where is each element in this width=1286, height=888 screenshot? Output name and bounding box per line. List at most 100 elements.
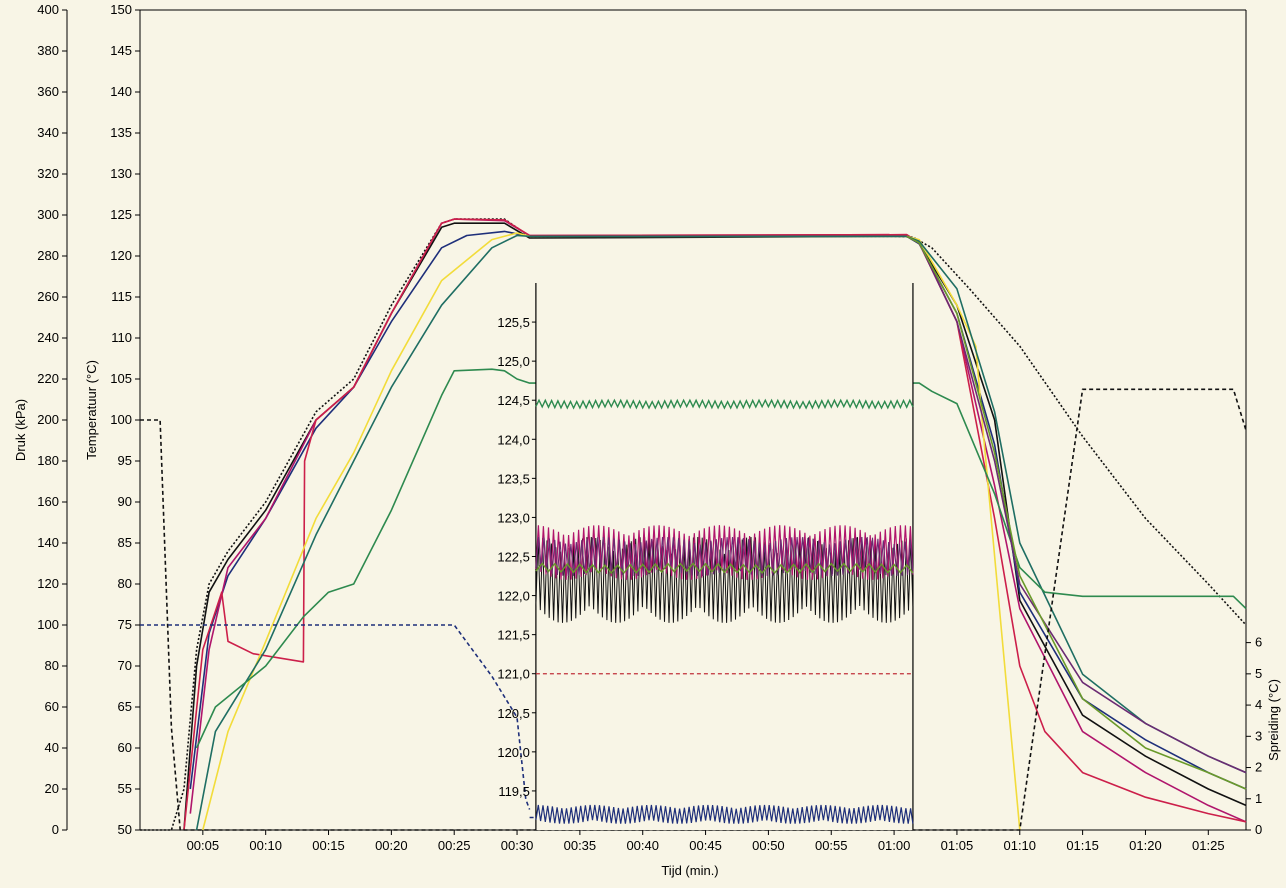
inset-panel: 125,5 125,0 124,5 124,0 123,5 123,0 122,5 122,0…	[497, 283, 914, 830]
pressure-tick-label: 140	[37, 535, 59, 550]
series-temperature-crimson-4	[183, 218, 1247, 831]
inset-tick-label: 120,5	[497, 706, 530, 721]
spread-tick-label: 6	[1255, 635, 1262, 650]
x-tick-label: 00:10	[249, 838, 282, 853]
series-temperature-yellow-5	[202, 232, 1021, 831]
series-temperature-green-7	[195, 368, 1247, 749]
inset-tick-label: 119,5	[498, 784, 530, 799]
pressure-tick-label: 320	[37, 166, 59, 181]
temperature-tick-label: 110	[111, 330, 132, 345]
series-temperature-purple-8	[906, 235, 1247, 774]
series-temperature-black-1	[183, 222, 1247, 831]
pressure-tick-label: 100	[37, 617, 59, 632]
inset-tick-label: 125,0	[497, 354, 530, 369]
x-tick-label: 00:25	[438, 838, 471, 853]
temperature-tick-label: 135	[110, 125, 132, 140]
temperature-tick-label: 85	[118, 535, 132, 550]
inset-tick-label: 125,5	[497, 315, 530, 330]
inset-series-navy	[535, 804, 914, 824]
temperature-tick-label: 75	[118, 617, 132, 632]
pressure-tick-label: 0	[52, 822, 59, 837]
temperature-tick-label: 90	[118, 494, 132, 509]
temperature-tick-label: 70	[118, 658, 132, 673]
spread-tick-label: 5	[1255, 666, 1262, 681]
x-tick-label: 01:10	[1003, 838, 1036, 853]
pressure-tick-label: 200	[37, 412, 59, 427]
inset-series-green	[535, 398, 914, 410]
x-tick-label: 01:05	[941, 838, 974, 853]
x-tick-label: 00:05	[187, 838, 220, 853]
pressure-tick-label: 400	[37, 2, 59, 17]
series-temperature-olive-9	[906, 235, 1247, 790]
inset-tick-label: 124,0	[497, 432, 530, 447]
x-tick-label: 01:00	[878, 838, 911, 853]
inset-tick-label: 124,5	[497, 393, 530, 408]
pressure-tick-label: 280	[37, 248, 59, 263]
x-tick-label: 01:25	[1192, 838, 1225, 853]
inset-series-magenta	[535, 525, 914, 580]
pressure-tick-label: 160	[37, 494, 59, 509]
temperature-tick-label: 120	[110, 248, 132, 263]
pressure-tick-label: 340	[37, 125, 59, 140]
pressure-tick-label: 260	[37, 289, 59, 304]
pressure-tick-label: 360	[37, 84, 59, 99]
pressure-tick-label: 40	[45, 740, 59, 755]
temperature-tick-label: 140	[110, 84, 132, 99]
series-pressure-black-10	[140, 388, 1247, 831]
series-temperature-black-0	[140, 218, 1247, 831]
x-tick-label: 00:20	[375, 838, 408, 853]
x-tick-label: 00:55	[815, 838, 848, 853]
temperature-tick-label: 80	[118, 576, 132, 591]
spread-tick-label: 2	[1255, 760, 1262, 775]
x-tick-label: 00:15	[312, 838, 345, 853]
temperature-tick-label: 50	[118, 822, 132, 837]
temperature-tick-label: 130	[110, 166, 132, 181]
inset-tick-label: 122,0	[497, 589, 530, 604]
inset-tick-label: 121,5	[497, 628, 530, 643]
x-tick-label: 00:30	[501, 838, 534, 853]
spread-tick-label: 0	[1255, 822, 1262, 837]
spread-tick-label: 3	[1255, 728, 1262, 743]
inset-tick-label: 123,0	[497, 510, 530, 525]
pressure-tick-label: 120	[37, 576, 59, 591]
x-tick-label: 01:20	[1129, 838, 1162, 853]
series-temperature-teal-6	[195, 234, 1247, 831]
inset-series-purple	[535, 536, 914, 577]
pressure-tick-label: 240	[37, 330, 59, 345]
temperature-tick-label: 125	[110, 207, 132, 222]
spread-tick-label: 1	[1255, 791, 1262, 806]
pressure-tick-label: 20	[45, 781, 59, 796]
pressure-tick-label: 80	[45, 658, 59, 673]
temperature-tick-label: 105	[110, 371, 132, 386]
series-group	[140, 218, 1247, 831]
x-tick-label: 00:35	[564, 838, 597, 853]
temperature-tick-label: 145	[110, 43, 132, 58]
temperature-tick-label: 95	[118, 453, 132, 468]
temperature-tick-label: 150	[110, 2, 132, 17]
spread-axis-title: Spreiding (°C)	[1266, 679, 1281, 761]
x-tick-label: 00:40	[626, 838, 659, 853]
spread-tick-label: 4	[1255, 697, 1262, 712]
temperature-tick-label: 60	[118, 740, 132, 755]
inset-tick-label: 121,0	[497, 667, 530, 682]
pressure-tick-label: 220	[37, 371, 59, 386]
x-tick-label: 00:45	[689, 838, 722, 853]
pressure-tick-label: 60	[45, 699, 59, 714]
temperature-tick-label: 55	[118, 781, 132, 796]
inset-tick-label: 120,0	[497, 745, 530, 760]
pressure-axis-title: Druk (kPa)	[13, 399, 28, 461]
pressure-tick-label: 300	[37, 207, 59, 222]
inset-series-black	[535, 536, 914, 623]
temperature-tick-label: 65	[118, 699, 132, 714]
temperature-tick-label: 115	[111, 289, 132, 304]
inset-tick-label: 122,5	[497, 550, 530, 565]
temperature-axis-title: Temperatuur (°C)	[84, 360, 99, 460]
x-tick-label: 01:15	[1066, 838, 1099, 853]
x-axis-title: Tijd (min.)	[661, 863, 718, 878]
inset-tick-label: 123,5	[497, 471, 530, 486]
pressure-tick-label: 380	[37, 43, 59, 58]
inset-series-olive	[535, 562, 914, 575]
x-tick-label: 00:50	[752, 838, 785, 853]
